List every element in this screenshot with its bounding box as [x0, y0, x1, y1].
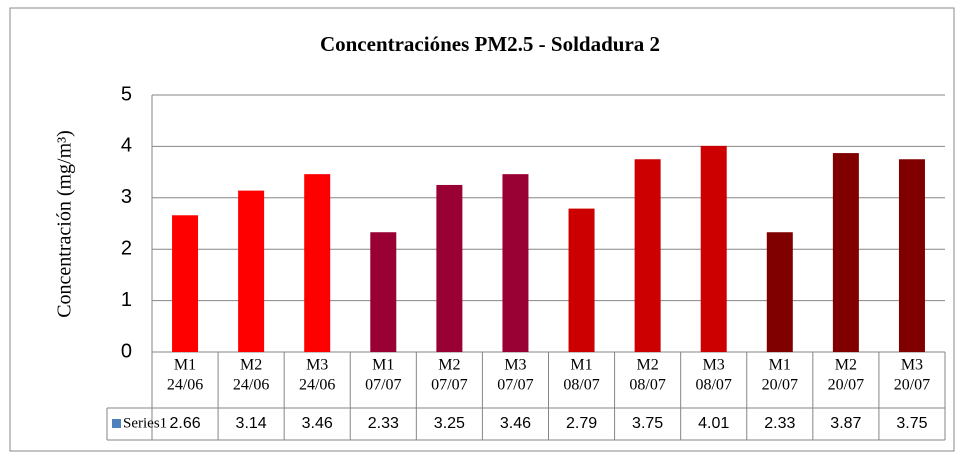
x-tick-label: M3: [901, 357, 923, 374]
table-value: 2.33: [764, 415, 795, 432]
x-tick-label: 08/07: [563, 377, 599, 394]
table-value: 3.46: [500, 415, 531, 432]
x-tick-label: M1: [372, 357, 394, 374]
x-tick-label: 20/07: [762, 377, 798, 394]
table-value: 2.33: [368, 415, 399, 432]
table-value: 3.87: [830, 415, 861, 432]
chart-title: Concentraciónes PM2.5 - Soldadura 2: [320, 32, 660, 56]
y-tick-label: 0: [121, 340, 132, 362]
legend-label: Series1: [123, 415, 167, 431]
x-tick-label: M1: [570, 357, 592, 374]
y-tick-label: 4: [121, 135, 132, 157]
x-tick-label: 08/07: [629, 377, 665, 394]
table-value: 3.14: [236, 415, 267, 432]
bar: [766, 232, 793, 352]
x-tick-label: 07/07: [497, 377, 533, 394]
bar: [898, 159, 925, 352]
x-tick-label: M1: [769, 357, 791, 374]
x-tick-label: M3: [306, 357, 328, 374]
bar: [370, 232, 397, 352]
bar: [634, 159, 661, 352]
x-tick-label: 08/07: [695, 377, 731, 394]
y-tick-label: 5: [121, 83, 132, 105]
table-value: 3.75: [632, 415, 663, 432]
x-tick-label: 24/06: [299, 377, 335, 394]
x-tick-label: 07/07: [431, 377, 467, 394]
bar: [832, 153, 859, 352]
bar: [502, 174, 529, 352]
bar: [238, 190, 265, 352]
table-value: 3.75: [896, 415, 927, 432]
y-tick-label: 1: [121, 289, 132, 311]
bar: [700, 145, 727, 352]
y-axis-label: Concentración (mg/m³): [54, 130, 76, 318]
bar: [172, 215, 199, 352]
legend-key: [112, 419, 121, 428]
table-value: 3.46: [302, 415, 333, 432]
x-tick-label: 20/07: [828, 377, 864, 394]
x-tick-label: 24/06: [167, 377, 203, 394]
x-tick-label: 24/06: [233, 377, 269, 394]
x-tick-label: M1: [174, 357, 196, 374]
x-tick-label: M2: [637, 357, 659, 374]
x-tick-label: M3: [504, 357, 526, 374]
bar: [568, 208, 595, 352]
table-value: 3.25: [434, 415, 465, 432]
x-tick-label: M2: [835, 357, 857, 374]
table-value: 2.66: [169, 415, 200, 432]
bar: [436, 184, 463, 352]
x-tick-label: 07/07: [365, 377, 401, 394]
x-tick-label: 20/07: [894, 377, 930, 394]
table-value: 4.01: [698, 415, 729, 432]
bar: [304, 174, 331, 352]
x-tick-label: M3: [703, 357, 725, 374]
table-value: 2.79: [566, 415, 597, 432]
x-tick-label: M2: [240, 357, 262, 374]
x-tick-label: M2: [438, 357, 460, 374]
y-tick-label: 2: [121, 237, 132, 259]
y-tick-label: 3: [121, 186, 132, 208]
